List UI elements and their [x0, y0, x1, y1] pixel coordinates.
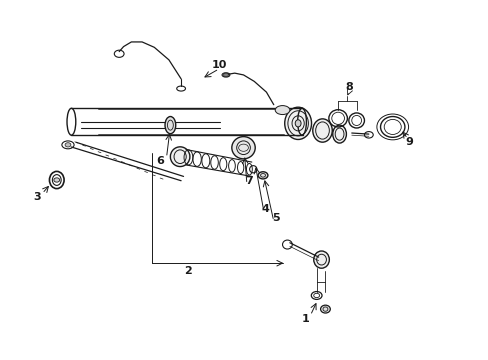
- Ellipse shape: [312, 119, 331, 142]
- Ellipse shape: [170, 147, 189, 167]
- Ellipse shape: [320, 305, 330, 313]
- Circle shape: [54, 178, 60, 182]
- Circle shape: [65, 143, 71, 147]
- Text: 8: 8: [345, 82, 352, 93]
- Text: 1: 1: [301, 314, 309, 324]
- Ellipse shape: [275, 105, 289, 114]
- Ellipse shape: [284, 107, 311, 139]
- Text: 6: 6: [156, 156, 164, 166]
- Text: 4: 4: [261, 204, 268, 215]
- Ellipse shape: [313, 251, 329, 268]
- Text: 9: 9: [405, 138, 412, 147]
- Ellipse shape: [295, 120, 301, 127]
- Text: 2: 2: [184, 266, 192, 276]
- Ellipse shape: [231, 136, 255, 159]
- Ellipse shape: [332, 125, 346, 143]
- Text: 7: 7: [245, 176, 253, 186]
- Circle shape: [223, 73, 228, 77]
- Text: 10: 10: [211, 60, 226, 70]
- Text: 5: 5: [272, 213, 280, 223]
- Ellipse shape: [164, 117, 175, 134]
- Text: 3: 3: [33, 192, 41, 202]
- Ellipse shape: [258, 172, 267, 179]
